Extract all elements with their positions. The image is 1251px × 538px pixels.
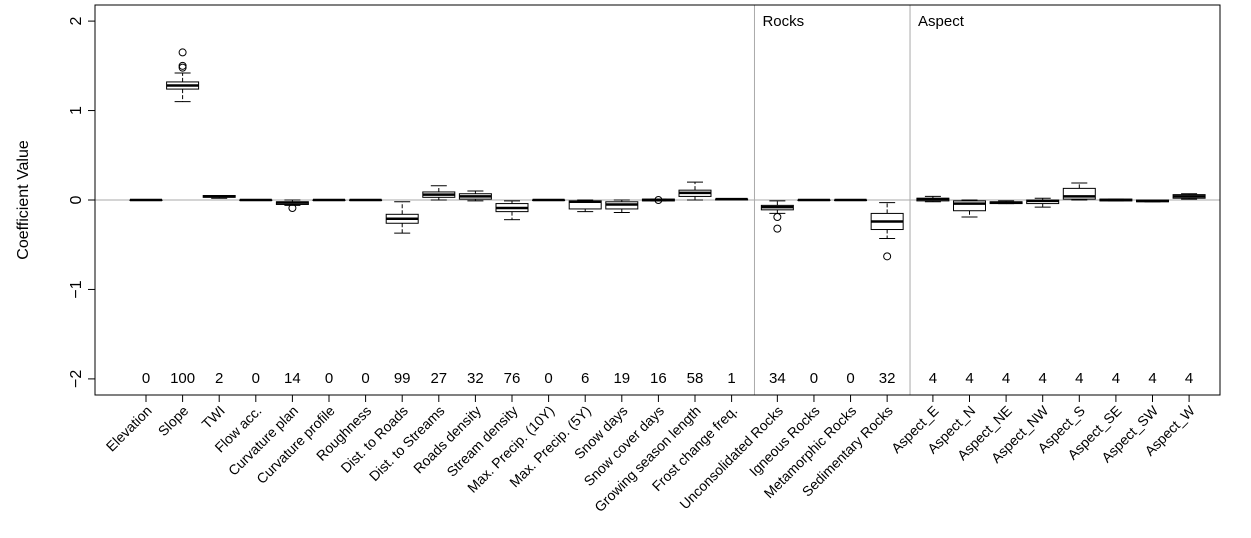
count-label: 27: [430, 370, 447, 387]
outlier: [773, 212, 782, 221]
y-tick-label: −1: [68, 280, 85, 298]
count-label: 34: [769, 370, 786, 387]
count-label: 0: [810, 370, 818, 387]
count-label: 1: [727, 370, 735, 387]
count-label: 4: [1002, 370, 1010, 387]
section-label: Aspect: [918, 13, 965, 30]
count-label: 0: [142, 370, 150, 387]
y-tick-label: −2: [68, 370, 85, 388]
outlier: [178, 48, 187, 57]
count-label: 16: [650, 370, 667, 387]
count-label: 4: [1148, 370, 1156, 387]
y-tick-label: 1: [68, 106, 85, 115]
count-label: 58: [687, 370, 704, 387]
x-tick-label: TWI: [198, 402, 227, 431]
outlier: [178, 63, 187, 72]
outlier: [883, 252, 892, 261]
outlier: [654, 196, 663, 204]
count-label: 0: [361, 370, 369, 387]
box: [1062, 187, 1096, 200]
count-label: 14: [284, 370, 301, 387]
section-label: Rocks: [762, 13, 804, 30]
count-label: 4: [1185, 370, 1193, 387]
x-tick-label: Elevation: [103, 402, 155, 454]
count-label: 4: [1039, 370, 1047, 387]
count-label: 0: [846, 370, 854, 387]
outlier: [288, 204, 297, 213]
count-label: 19: [613, 370, 630, 387]
y-tick-label: 0: [68, 195, 85, 204]
count-label: 0: [252, 370, 260, 387]
y-axis-label: Coefficient Value: [15, 140, 32, 260]
count-label: 0: [325, 370, 333, 387]
count-label: 4: [965, 370, 973, 387]
plot-frame: [94, 4, 1221, 396]
count-label: 2: [215, 370, 223, 387]
count-label: 0: [544, 370, 552, 387]
count-label: 4: [1112, 370, 1120, 387]
x-tick-label: Slope: [155, 402, 192, 439]
count-label: 4: [1075, 370, 1083, 387]
count-label: 76: [504, 370, 521, 387]
count-label: 4: [929, 370, 937, 387]
outlier: [773, 224, 782, 233]
count-label: 99: [394, 370, 411, 387]
count-label: 32: [879, 370, 896, 387]
count-label: 6: [581, 370, 589, 387]
count-label: 100: [170, 370, 195, 387]
box: [953, 200, 986, 212]
count-label: 32: [467, 370, 484, 387]
y-tick-label: 2: [68, 17, 85, 26]
